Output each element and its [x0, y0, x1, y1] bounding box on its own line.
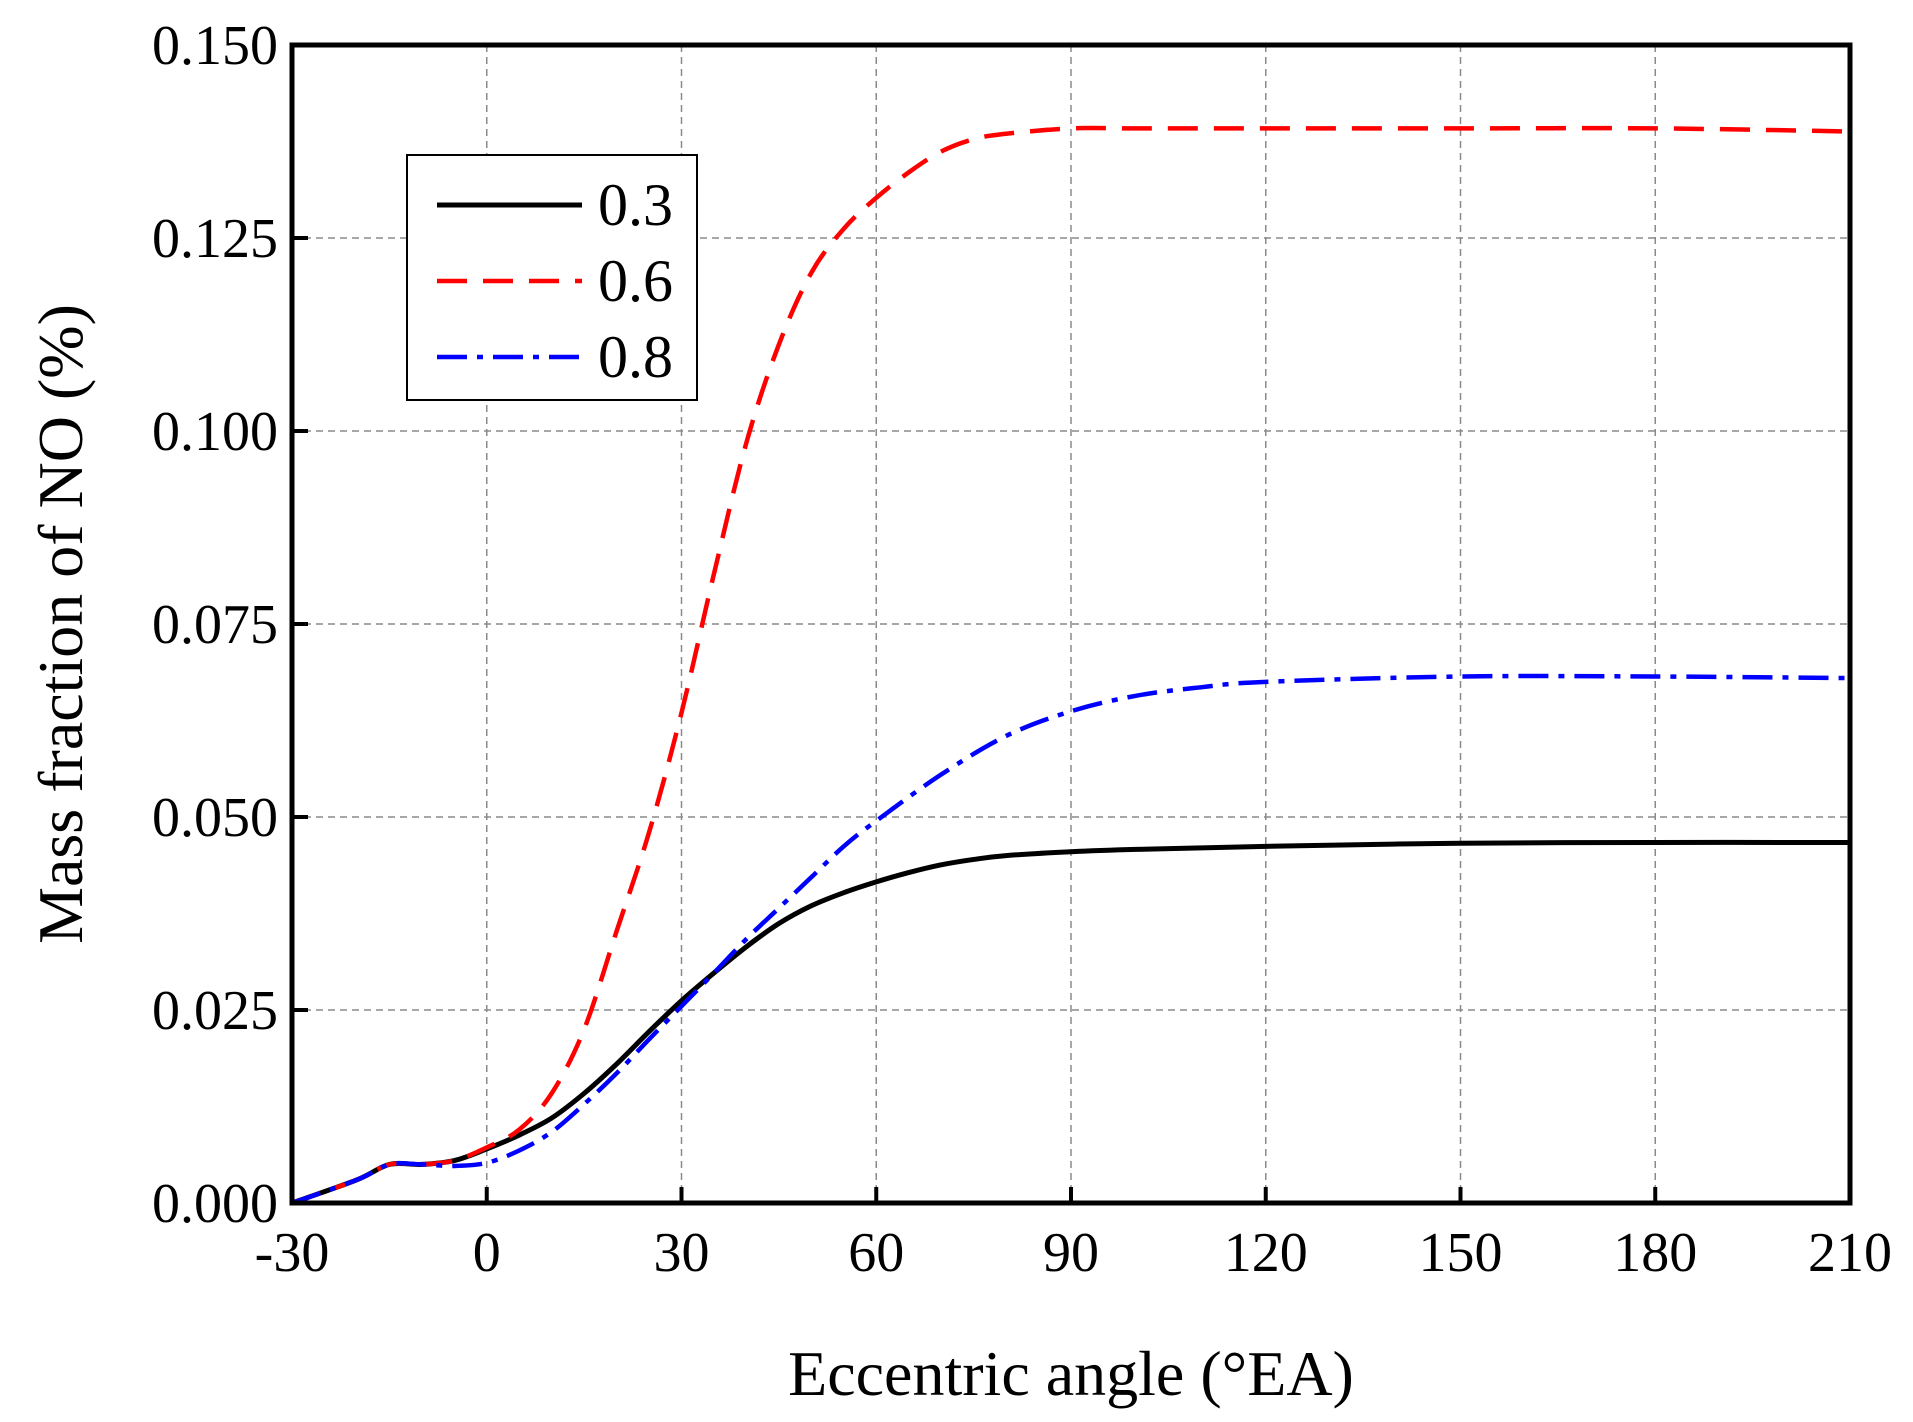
x-tick-label: -30 [255, 1222, 330, 1284]
x-tick-label: 180 [1613, 1222, 1697, 1284]
x-tick-label: 0 [473, 1222, 501, 1284]
series-line-2 [291, 125, 1851, 1206]
legend-label-2: 0.6 [598, 248, 673, 314]
y-axis-label: Mass fraction of NO (%) [25, 304, 96, 944]
x-tick-label: 120 [1224, 1222, 1308, 1284]
legend-label-3: 0.8 [598, 324, 673, 390]
y-tick-label: 0.075 [152, 594, 278, 656]
y-tick-label: 0.100 [152, 401, 278, 463]
x-tick-label: 90 [1043, 1222, 1099, 1284]
series-line-3 [291, 673, 1851, 1206]
y-tick-label: 0.000 [152, 1173, 278, 1235]
ticks: -30 0 30 60 90 120 150 180 210 0.000 0.025 0.050 0.0… [152, 15, 1892, 1284]
x-tick-label: 60 [848, 1222, 904, 1284]
y-tick-label: 0.150 [152, 15, 278, 77]
series-layer [291, 125, 1851, 1206]
legend: 0.3 0.6 0.8 [406, 154, 698, 401]
x-tick-label: 210 [1808, 1222, 1892, 1284]
x-tick-label: 30 [654, 1222, 710, 1284]
x-axis-label: Eccentric angle (°EA) [788, 1338, 1354, 1409]
y-tick-label: 0.125 [152, 208, 278, 270]
x-tick-label: 150 [1419, 1222, 1503, 1284]
y-tick-label: 0.025 [152, 980, 278, 1042]
legend-label-1: 0.3 [598, 172, 673, 238]
y-tick-label: 0.050 [152, 787, 278, 849]
